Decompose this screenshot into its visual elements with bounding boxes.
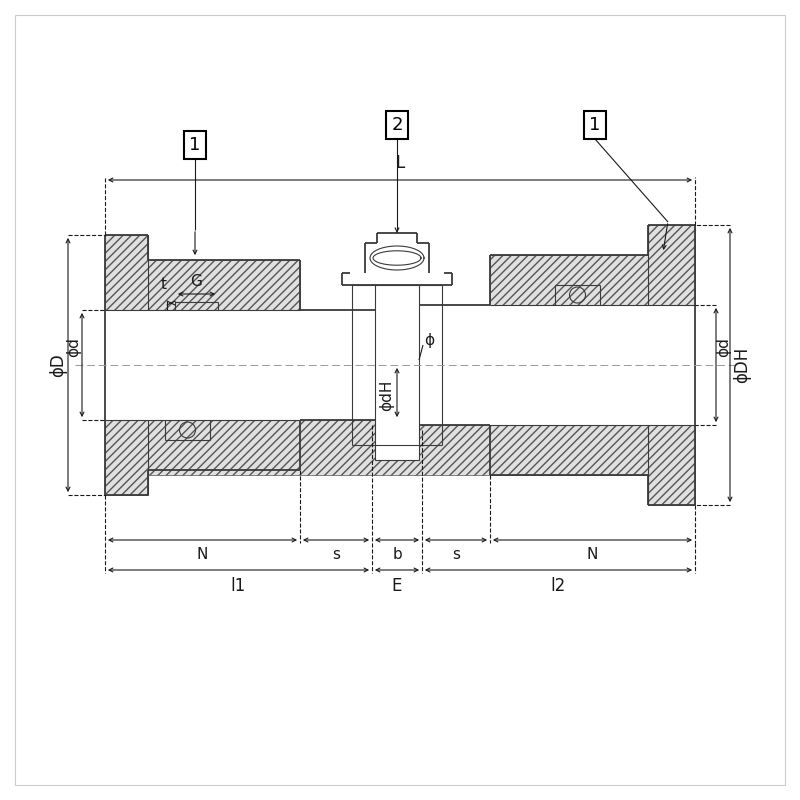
Text: ϕ: ϕ xyxy=(424,333,434,347)
Polygon shape xyxy=(490,255,648,305)
Polygon shape xyxy=(648,425,695,505)
Polygon shape xyxy=(490,425,648,475)
Text: ϕd: ϕd xyxy=(66,337,82,357)
Text: s: s xyxy=(332,547,340,562)
Polygon shape xyxy=(148,420,648,475)
Text: ϕdH: ϕdH xyxy=(379,379,394,410)
Text: L: L xyxy=(395,154,405,172)
Text: G: G xyxy=(190,274,202,289)
Text: 1: 1 xyxy=(590,116,601,134)
Text: l2: l2 xyxy=(551,577,566,595)
Text: ϕDH: ϕDH xyxy=(733,347,751,383)
Text: E: E xyxy=(392,577,402,595)
Text: s: s xyxy=(452,547,460,562)
Text: ϕD: ϕD xyxy=(49,353,67,377)
Polygon shape xyxy=(148,420,300,470)
Text: b: b xyxy=(392,547,402,562)
Text: 2: 2 xyxy=(391,116,402,134)
Text: ϕd: ϕd xyxy=(717,337,731,357)
Text: N: N xyxy=(197,547,208,562)
Polygon shape xyxy=(105,235,148,310)
Text: 1: 1 xyxy=(190,136,201,154)
Polygon shape xyxy=(105,420,148,495)
Text: t: t xyxy=(161,277,167,292)
Polygon shape xyxy=(648,225,695,305)
Text: N: N xyxy=(587,547,598,562)
Polygon shape xyxy=(148,260,300,310)
Text: l1: l1 xyxy=(231,577,246,595)
